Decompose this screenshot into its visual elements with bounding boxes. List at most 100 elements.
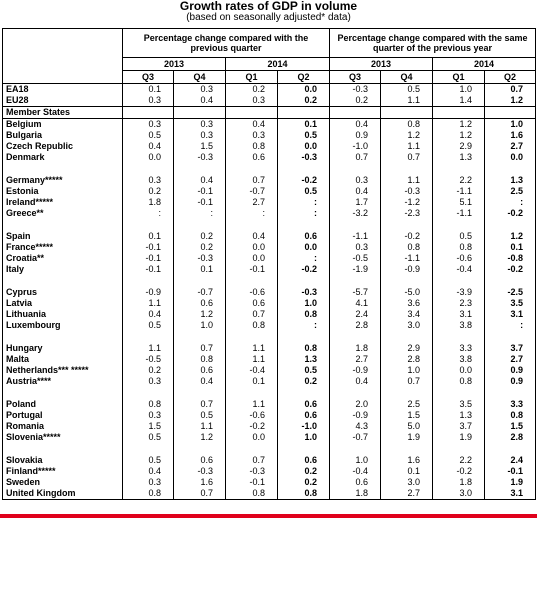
value-cell: 3.5 <box>432 399 486 410</box>
value-cell: 1.1 <box>225 399 278 410</box>
table-row: Luxembourg 0.5 1.0 0.8:2.8 3.0 3.8: <box>2 320 537 331</box>
value-cell: 0.8 <box>432 242 486 253</box>
value-cell: 3.3 <box>484 399 537 410</box>
row-label: Croatia** <box>2 253 123 264</box>
value-cell: 1.9 <box>484 477 537 488</box>
value-cell: 0.4 <box>329 186 382 197</box>
value-cell: 1.0 <box>484 118 537 130</box>
value-cell: : <box>277 253 331 264</box>
value-cell: -1.9 <box>329 264 382 275</box>
value-cell: 2.2 <box>432 455 486 466</box>
table-row: Croatia** -0.1 -0.3 0.0: -0.5 -1.1 -0.6 -0.8 <box>2 253 537 264</box>
table-row: Belgium 0.3 0.3 0.4 0.1 0.4 0.8 1.2 1.0 <box>2 118 537 130</box>
value-cell: 3.6 <box>380 298 434 309</box>
value-cell: -1.1 <box>432 186 486 197</box>
value-cell: 0.2 <box>122 365 174 376</box>
header-year: 2013 <box>329 57 434 71</box>
value-cell: 0.1 <box>122 83 174 95</box>
row-label: Ireland***** <box>2 197 123 208</box>
value-cell: 0.3 <box>122 95 174 107</box>
value-cell: 2.9 <box>432 141 486 152</box>
table-row: Poland 0.8 0.7 1.1 0.6 2.0 2.5 3.5 3.3 <box>2 399 537 410</box>
value-cell: -0.7 <box>225 186 278 197</box>
value-cell: 1.2 <box>173 432 226 443</box>
value-cell: 0.2 <box>277 477 331 488</box>
row-label: Poland <box>2 399 123 410</box>
value-cell: 0.6 <box>173 298 226 309</box>
value-cell: -0.3 <box>173 152 226 163</box>
table-row: Malta -0.5 0.8 1.1 1.3 2.7 2.8 3.8 2.7 <box>2 354 537 365</box>
value-cell: 0.3 <box>329 242 382 253</box>
header-quarter: Q2 <box>277 70 331 84</box>
value-cell: 0.8 <box>484 410 537 421</box>
row-label: Romania <box>2 421 123 432</box>
value-cell: 2.7 <box>380 488 434 500</box>
value-cell: 3.0 <box>380 320 434 331</box>
value-cell: 0.1 <box>484 242 537 253</box>
value-cell: -0.2 <box>380 231 434 242</box>
value-cell: 0.2 <box>173 242 226 253</box>
value-cell: 2.9 <box>380 343 434 354</box>
value-cell: 1.8 <box>432 477 486 488</box>
value-cell: 0.5 <box>277 130 331 141</box>
value-cell: 0.8 <box>225 488 278 500</box>
value-cell: 0.4 <box>329 376 382 387</box>
value-cell: : <box>173 208 226 219</box>
value-cell: 1.2 <box>173 309 226 320</box>
value-cell: 0.0 <box>225 242 278 253</box>
value-cell: -0.2 <box>432 466 486 477</box>
value-cell: 3.0 <box>380 477 434 488</box>
value-cell: 0.8 <box>225 320 278 331</box>
value-cell: 0.2 <box>225 83 278 95</box>
table-row: Austria**** 0.3 0.4 0.1 0.2 0.4 0.7 0.8 0.9 <box>2 376 537 387</box>
value-cell: -0.3 <box>380 186 434 197</box>
value-cell: : <box>277 320 331 331</box>
value-cell: 0.5 <box>122 432 174 443</box>
value-cell: 0.0 <box>225 253 278 264</box>
value-cell: -0.3 <box>277 152 331 163</box>
value-cell: -0.3 <box>329 83 382 95</box>
value-cell: 0.7 <box>173 488 226 500</box>
value-cell: 2.0 <box>329 399 382 410</box>
spacer-row <box>2 443 537 455</box>
value-cell: -0.9 <box>380 264 434 275</box>
header-quarter: Q1 <box>225 70 278 84</box>
row-label: Estonia <box>2 186 123 197</box>
value-cell: 0.8 <box>225 141 278 152</box>
value-cell: 0.3 <box>225 95 278 107</box>
table-row: Estonia 0.2 -0.1 -0.7 0.5 0.4 -0.3 -1.1 2.5 <box>2 186 537 197</box>
row-label: Portugal <box>2 410 123 421</box>
value-cell: -0.2 <box>484 208 537 219</box>
value-cell: 0.4 <box>173 95 226 107</box>
row-label: Finland***** <box>2 466 123 477</box>
value-cell: -3.9 <box>432 287 486 298</box>
value-cell: 0.7 <box>173 399 226 410</box>
value-cell: 0.7 <box>225 175 278 186</box>
value-cell: : <box>277 197 331 208</box>
value-cell: 2.8 <box>380 354 434 365</box>
value-cell: -3.2 <box>329 208 382 219</box>
value-cell: 1.1 <box>380 175 434 186</box>
value-cell: 0.6 <box>277 455 331 466</box>
value-cell: 1.2 <box>484 95 537 107</box>
value-cell: -2.5 <box>484 287 537 298</box>
value-cell: 0.7 <box>225 309 278 320</box>
header-quarter: Q3 <box>122 70 174 84</box>
value-cell: 0.6 <box>225 298 278 309</box>
row-label: Slovenia***** <box>2 432 123 443</box>
table-row: Slovenia***** 0.5 1.2 0.0 1.0 -0.7 1.9 1.9 2.8 <box>2 432 537 443</box>
value-cell: 5.1 <box>432 197 486 208</box>
value-cell: 1.0 <box>380 365 434 376</box>
table-row: Denmark 0.0 -0.3 0.6 -0.3 0.7 0.7 1.3 0.0 <box>2 152 537 163</box>
value-cell: 2.8 <box>329 320 382 331</box>
value-cell: -1.1 <box>432 208 486 219</box>
value-cell: 0.9 <box>484 365 537 376</box>
value-cell: : <box>484 197 537 208</box>
value-cell: 0.5 <box>122 455 174 466</box>
value-cell: -0.2 <box>225 421 278 432</box>
value-cell: 0.3 <box>122 376 174 387</box>
value-cell: 0.8 <box>432 376 486 387</box>
value-cell: -0.1 <box>122 253 174 264</box>
value-cell: 1.2 <box>432 118 486 130</box>
row-label: Hungary <box>2 343 123 354</box>
